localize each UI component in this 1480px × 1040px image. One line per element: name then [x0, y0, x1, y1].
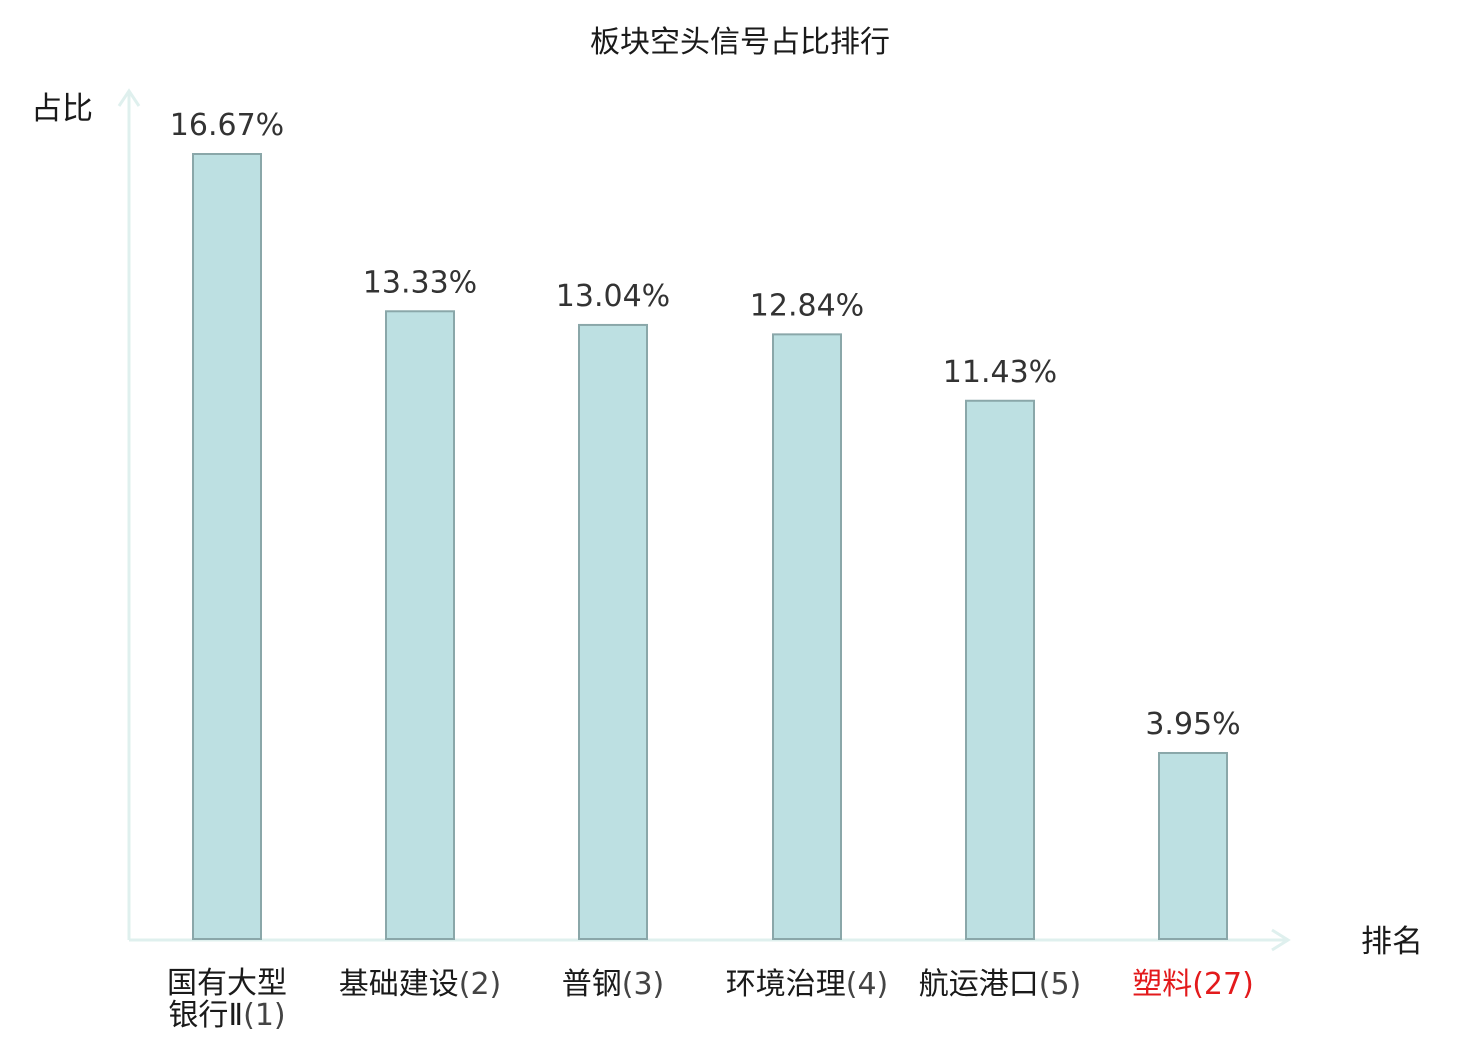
- category-rank: (3): [622, 967, 665, 1002]
- category-name: 普钢: [562, 967, 622, 1002]
- category-label: 环境治理(4): [726, 967, 889, 1002]
- value-label: 12.84%: [750, 288, 864, 323]
- category-name: 塑料: [1132, 967, 1192, 1002]
- bar: [772, 333, 842, 940]
- category-rank: (27): [1192, 967, 1254, 1002]
- bar: [1158, 751, 1228, 940]
- bar: [385, 310, 455, 940]
- bar: [192, 153, 262, 940]
- x-axis-label: 排名: [1361, 924, 1423, 960]
- category-rank: (5): [1039, 967, 1082, 1002]
- value-label: 13.33%: [363, 265, 477, 300]
- value-label: 16.67%: [170, 108, 284, 143]
- chart-title: 板块空头信号占比排行: [590, 25, 890, 60]
- category-name: 银行Ⅱ: [168, 998, 243, 1033]
- category-rank: (1): [243, 998, 286, 1033]
- category-name: 基础建设: [339, 967, 459, 1002]
- axes: 占比 排名: [31, 88, 1423, 960]
- value-labels: 16.67% 13.33% 13.04% 12.84% 11.43% 3.95%: [170, 108, 1241, 742]
- category-label: 普钢(3): [562, 967, 665, 1002]
- bar: [965, 399, 1035, 940]
- x-axis-arrow-icon: [1271, 928, 1291, 952]
- bar: [578, 323, 648, 940]
- value-label: 13.04%: [556, 279, 670, 314]
- category-name: 环境治理: [726, 967, 846, 1002]
- category-label: 银行Ⅱ(1): [168, 998, 285, 1033]
- y-axis-arrow-icon: [117, 88, 141, 107]
- y-axis-label: 占比: [31, 91, 93, 127]
- value-label: 11.43%: [943, 355, 1057, 390]
- category-name: 航运港口: [919, 967, 1039, 1002]
- category-rank: (4): [846, 967, 889, 1002]
- category-label: 塑料(27): [1132, 967, 1254, 1002]
- category-label: 航运港口(5): [919, 967, 1082, 1002]
- category-label: 基础建设(2): [339, 967, 502, 1002]
- category-rank: (2): [459, 967, 502, 1002]
- bars: [192, 153, 1228, 940]
- value-label: 3.95%: [1145, 707, 1240, 742]
- category-label: 国有大型: [167, 966, 287, 1001]
- category-name: 国有大型: [167, 966, 287, 1001]
